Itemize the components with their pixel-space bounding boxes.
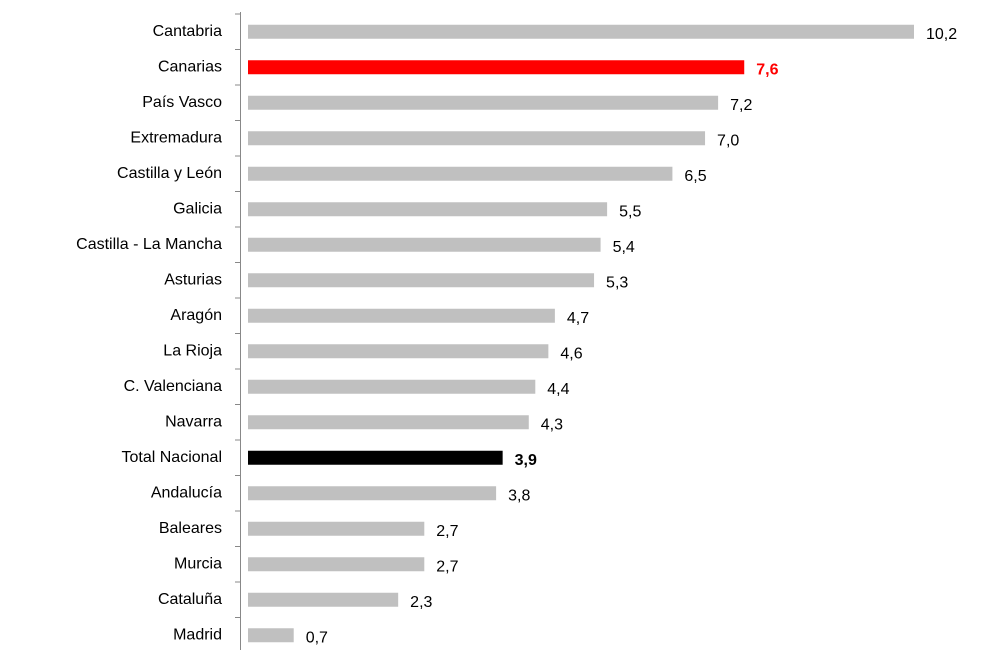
category-label: Baleares — [159, 520, 222, 537]
value-label: 5,4 — [613, 239, 635, 256]
bar — [248, 557, 425, 572]
bar — [248, 237, 601, 252]
bar — [248, 344, 549, 359]
category-label: Murcia — [174, 555, 222, 572]
value-label: 4,3 — [541, 416, 563, 433]
category-label: Total Nacional — [122, 449, 223, 466]
bar — [248, 450, 503, 465]
category-label: Navarra — [165, 413, 222, 430]
category-label: Aragón — [170, 307, 222, 324]
category-label: Castilla - La Mancha — [76, 236, 222, 253]
value-label: 2,7 — [436, 523, 458, 540]
value-label: 0,7 — [306, 629, 328, 646]
bar — [248, 521, 425, 536]
bar — [248, 95, 719, 110]
value-label: 10,2 — [926, 26, 957, 43]
value-label: 4,6 — [560, 345, 582, 362]
value-label: 4,7 — [567, 310, 589, 327]
bar — [248, 60, 745, 75]
bar — [248, 308, 555, 323]
value-label: 2,7 — [436, 558, 458, 575]
category-label: Galicia — [173, 200, 222, 217]
bar — [248, 628, 294, 643]
value-label: 5,3 — [606, 274, 628, 291]
category-label: Asturias — [164, 271, 222, 288]
bar — [248, 273, 595, 288]
category-label: Cataluña — [158, 591, 222, 608]
bar — [248, 24, 914, 39]
value-label: 3,9 — [515, 452, 537, 469]
category-label: Madrid — [173, 626, 222, 643]
category-label: C. Valenciana — [124, 378, 223, 395]
bar — [248, 415, 529, 430]
category-label: Extremadura — [130, 129, 222, 146]
value-label: 2,3 — [410, 594, 432, 611]
category-label: Castilla y León — [117, 165, 222, 182]
value-label: 7,0 — [717, 132, 739, 149]
bar — [248, 166, 673, 181]
bar — [248, 202, 608, 217]
bar — [248, 131, 706, 146]
category-label: Canarias — [158, 58, 222, 75]
value-label: 7,2 — [730, 97, 752, 114]
category-label: País Vasco — [142, 94, 222, 111]
category-label: Cantabria — [153, 23, 222, 40]
category-label: Andalucía — [151, 484, 222, 501]
value-label: 5,5 — [619, 203, 641, 220]
bar — [248, 592, 399, 607]
bar — [248, 486, 497, 501]
value-label: 4,4 — [547, 381, 569, 398]
category-label: La Rioja — [163, 342, 222, 359]
bar — [248, 379, 536, 394]
value-label: 7,6 — [756, 61, 778, 78]
value-label: 6,5 — [684, 168, 706, 185]
value-label: 3,8 — [508, 487, 530, 504]
